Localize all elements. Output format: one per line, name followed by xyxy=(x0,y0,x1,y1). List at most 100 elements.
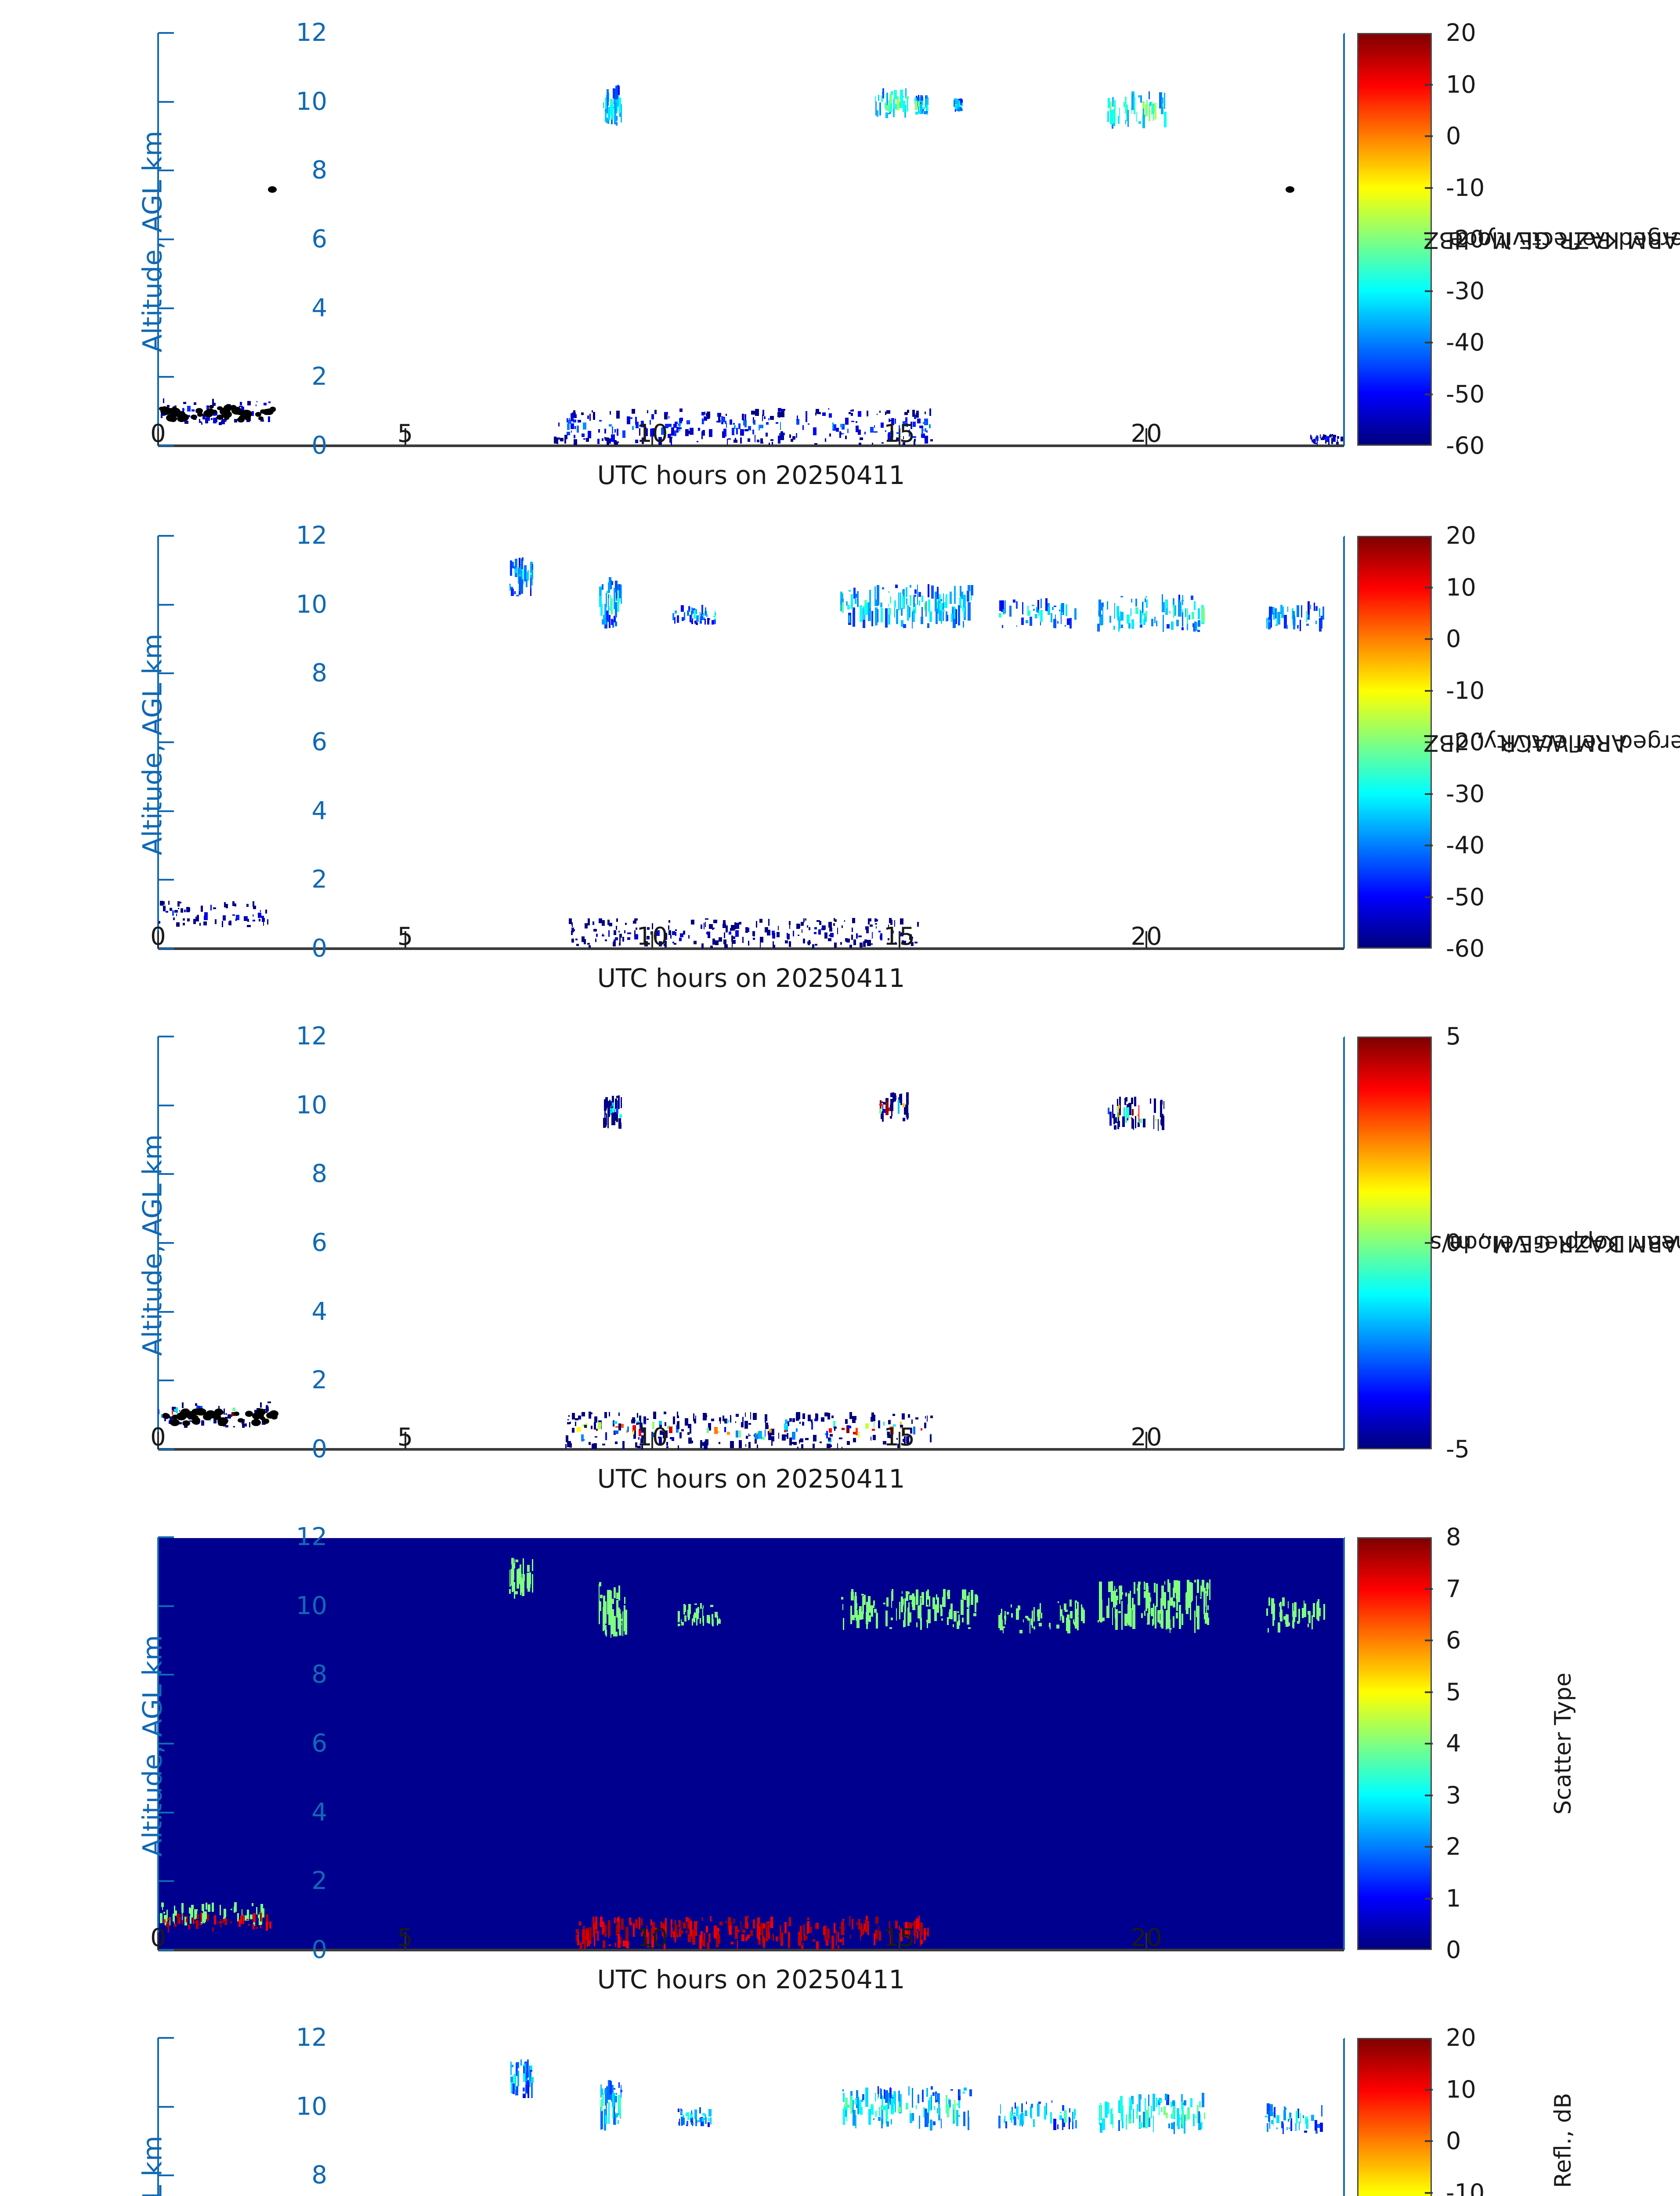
radar-echo-cell xyxy=(1029,1618,1031,1633)
radar-echo-cell xyxy=(909,934,912,940)
radar-echo-cell xyxy=(943,1589,946,1607)
radar-echo-cell xyxy=(883,2106,886,2110)
colorbar-tick-label: -30 xyxy=(1446,780,1485,808)
y-axis-tick-label: 4 xyxy=(311,293,327,322)
radar-echo-cell xyxy=(650,429,654,437)
radar-echo-cell xyxy=(697,1609,699,1619)
radar-echo-cell xyxy=(739,1430,741,1438)
colorbar xyxy=(1357,33,1432,446)
radar-echo-cell xyxy=(1176,1612,1178,1618)
radar-echo-cell xyxy=(694,2109,697,2120)
y-axis-tick-label: 8 xyxy=(311,1660,327,1689)
radar-echo-cell xyxy=(754,1433,759,1440)
radar-echo-cell xyxy=(920,1617,922,1630)
radar-echo-cell xyxy=(772,1919,773,1922)
radar-echo-cell xyxy=(254,1409,257,1413)
radar-echo-cell xyxy=(581,412,584,415)
radar-echo-cell xyxy=(1135,599,1138,607)
radar-echo-cell xyxy=(770,439,774,441)
radar-echo-cell xyxy=(795,433,797,438)
radar-echo-cell xyxy=(787,933,788,939)
radar-echo-cell xyxy=(564,435,568,440)
radar-echo-cell xyxy=(517,1569,520,1576)
radar-echo-cell xyxy=(1140,95,1142,103)
radar-echo-cell xyxy=(575,1421,577,1427)
radar-echo-cell xyxy=(190,1908,193,1918)
radar-echo-cell xyxy=(802,425,804,430)
radar-echo-cell xyxy=(224,1918,228,1925)
radar-echo-cell xyxy=(1156,620,1158,627)
radar-echo-cell xyxy=(1164,93,1165,109)
radar-echo-cell xyxy=(567,1419,569,1421)
radar-echo-cell xyxy=(1198,2123,1202,2131)
radar-echo-cell xyxy=(674,617,676,624)
radar-echo-cell xyxy=(713,615,715,617)
radar-echo-cell xyxy=(842,2089,844,2092)
axis-spine-right xyxy=(1343,2038,1345,2196)
radar-echo-cell xyxy=(1310,434,1312,439)
radar-echo-cell xyxy=(744,429,748,432)
radar-echo-cell xyxy=(707,931,711,935)
radar-echo-cell xyxy=(837,1443,838,1449)
radar-echo-cell xyxy=(204,916,208,920)
radar-echo-cell xyxy=(838,1932,839,1942)
radar-echo-cell xyxy=(578,1921,582,1925)
radar-echo-cell xyxy=(1306,617,1308,621)
ceilometer-cloud-base-marker xyxy=(245,1411,253,1417)
radar-echo-cell xyxy=(903,1107,907,1115)
radar-echo-cell xyxy=(1144,1581,1145,1590)
radar-echo-cell xyxy=(1302,2115,1304,2119)
y-axis-tick-label: 0 xyxy=(311,431,327,460)
radar-echo-cell xyxy=(1153,107,1154,121)
radar-echo-cell xyxy=(618,1095,620,1109)
radar-echo-cell xyxy=(899,2094,902,2113)
radar-echo-cell xyxy=(797,415,798,421)
radar-echo-cell xyxy=(1201,608,1205,622)
radar-echo-cell xyxy=(886,410,890,414)
radar-echo-cell xyxy=(875,923,877,925)
ceilometer-cloud-base-marker xyxy=(162,406,167,411)
radar-echo-cell xyxy=(889,100,890,112)
axis-spine-left xyxy=(157,2038,159,2196)
radar-echo-cell xyxy=(967,585,971,592)
radar-echo-cell xyxy=(911,1419,913,1424)
colorbar-tick-label: 1 xyxy=(1446,1884,1461,1912)
radar-echo-cell xyxy=(664,412,668,415)
radar-echo-cell xyxy=(1131,1116,1132,1119)
radar-echo-cell xyxy=(1176,619,1179,626)
radar-echo-cell xyxy=(884,2089,885,2099)
radar-echo-cell xyxy=(166,405,170,408)
colorbar-tick xyxy=(1425,638,1433,640)
radar-echo-cell xyxy=(894,419,896,424)
radar-echo-cell xyxy=(699,1935,702,1949)
radar-echo-cell xyxy=(567,423,570,430)
radar-echo-cell xyxy=(614,1430,618,1434)
radar-echo-cell xyxy=(591,410,593,412)
radar-echo-cell xyxy=(890,1093,893,1098)
colorbar xyxy=(1357,2038,1432,2196)
radar-echo-cell xyxy=(759,919,762,923)
radar-echo-cell xyxy=(963,2091,965,2094)
x-axis-tick-label: 5 xyxy=(397,1423,413,1452)
radar-echo-cell xyxy=(522,2088,525,2091)
radar-echo-cell xyxy=(925,1932,927,1935)
radar-echo-cell xyxy=(596,1429,598,1431)
radar-echo-cell xyxy=(957,1621,959,1629)
radar-echo-cell xyxy=(850,2100,853,2114)
radar-echo-cell xyxy=(603,1618,607,1624)
radar-echo-cell xyxy=(682,2117,685,2125)
radar-echo-cell xyxy=(1266,1608,1268,1616)
radar-echo-cell xyxy=(606,590,609,593)
ceilometer-cloud-base-marker xyxy=(256,1408,266,1416)
colorbar-tick-label: 20 xyxy=(1446,19,1476,47)
radar-echo-cell xyxy=(615,1098,617,1108)
radar-echo-cell xyxy=(601,2098,603,2112)
radar-echo-cell xyxy=(1297,625,1299,629)
radar-echo-cell xyxy=(665,1422,667,1426)
radar-echo-cell xyxy=(637,1446,641,1448)
radar-echo-cell xyxy=(672,613,675,620)
radar-echo-cell xyxy=(784,1922,787,1934)
radar-echo-cell xyxy=(1163,2106,1166,2116)
radar-echo-cell xyxy=(708,1933,711,1943)
